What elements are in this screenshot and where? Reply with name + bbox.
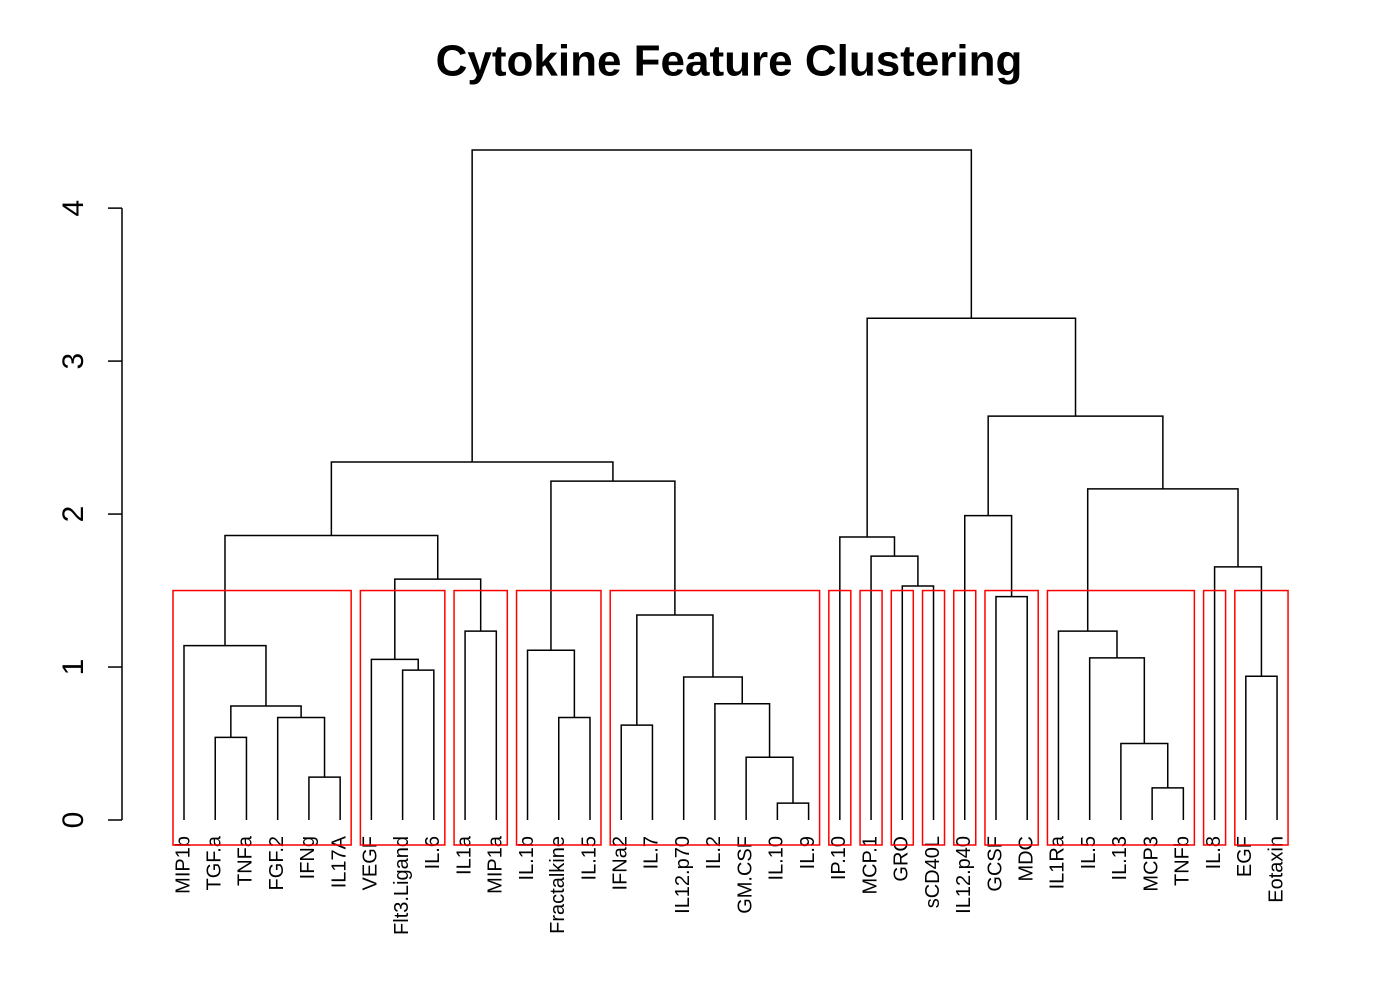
cluster-box xyxy=(890,589,915,846)
cluster-box xyxy=(515,589,602,846)
leaf-label: GRO xyxy=(891,836,913,882)
merge-link xyxy=(870,555,919,820)
merge-link xyxy=(745,756,794,820)
merge-link xyxy=(995,595,1028,820)
leaf-label: IL.5 xyxy=(1078,836,1100,869)
cluster-box xyxy=(984,589,1039,846)
merge-link xyxy=(866,317,1077,538)
leaf-label: Flt3.Ligand xyxy=(391,836,413,935)
merge-link xyxy=(1088,657,1146,820)
cluster-box xyxy=(1202,589,1227,846)
leaf-label: GM.CSF xyxy=(734,836,756,914)
merge-link xyxy=(230,705,302,738)
merge-link xyxy=(901,585,935,820)
merge-link xyxy=(1151,787,1185,820)
merge-link xyxy=(276,716,326,820)
merge-link xyxy=(1213,566,1263,820)
merge-link xyxy=(464,630,498,820)
leaf-label: IL.10 xyxy=(766,836,788,880)
leaf-label: IL.7 xyxy=(641,836,663,869)
leaf-label: MIP1a xyxy=(485,835,507,894)
leaf-label: IL.13 xyxy=(1109,836,1131,880)
leaf-label: EGF xyxy=(1234,836,1256,877)
cluster-box xyxy=(953,589,977,846)
leaf-label: FGF.2 xyxy=(266,836,288,890)
y-tick-label: 3 xyxy=(57,353,90,370)
merge-link xyxy=(964,514,1013,820)
cluster-box xyxy=(172,589,352,846)
leaf-label: IL1a xyxy=(453,835,475,875)
leaf-label: VEGF xyxy=(360,836,382,890)
y-tick-label: 2 xyxy=(57,506,90,523)
cluster-box xyxy=(453,589,509,846)
merge-link xyxy=(1057,630,1118,820)
leaf-label: sCD40L xyxy=(922,836,944,908)
merge-link xyxy=(682,676,743,820)
leaf-label: TNFb xyxy=(1172,836,1194,886)
y-tick-label: 1 xyxy=(57,659,90,676)
leaf-label: IFNa2 xyxy=(610,836,632,890)
leaf-label: IL17A xyxy=(328,835,350,888)
leaf-label: TNFa xyxy=(235,835,257,886)
leaf-label: IL1Ra xyxy=(1047,835,1069,889)
merge-link xyxy=(620,724,654,820)
leaf-label: MDC xyxy=(1015,836,1037,882)
merge-link xyxy=(1245,675,1278,820)
leaf-label: IL.8 xyxy=(1203,836,1225,869)
merge-link xyxy=(370,658,419,820)
y-tick-label: 4 xyxy=(57,200,90,217)
merge-link xyxy=(471,149,973,463)
y-tick-label: 0 xyxy=(57,812,90,829)
cluster-box xyxy=(609,589,821,846)
merge-link xyxy=(526,649,576,820)
cluster-box xyxy=(1234,589,1289,846)
leaf-label: IP.10 xyxy=(828,836,850,880)
cluster-box xyxy=(859,589,883,846)
leaf-label: MIP1b xyxy=(172,836,194,894)
merge-link xyxy=(308,776,341,820)
cluster-box xyxy=(828,589,852,846)
leaf-label: IL.6 xyxy=(422,836,444,869)
cluster-box xyxy=(921,589,946,846)
leaf-label: IL.9 xyxy=(797,836,819,869)
leaf-label: GCSF xyxy=(984,836,1006,892)
merge-link xyxy=(330,461,614,536)
merge-link xyxy=(401,669,435,820)
merge-link xyxy=(183,644,267,820)
merge-link xyxy=(1120,742,1169,820)
leaf-label: Fractalkine xyxy=(547,836,569,934)
merge-link xyxy=(1086,488,1239,632)
leaf-label: IFNg xyxy=(297,836,319,879)
leaf-label: IL.1b xyxy=(516,836,538,880)
merge-link xyxy=(776,802,810,820)
merge-link xyxy=(636,614,714,726)
leaf-label: MCP.1 xyxy=(859,836,881,895)
merge-link xyxy=(987,415,1164,516)
merge-link xyxy=(714,702,771,820)
chart-title: Cytokine Feature Clustering xyxy=(436,37,1023,86)
leaf-label: IL.2 xyxy=(703,836,725,869)
leaf-label: IL.15 xyxy=(578,836,600,880)
leaf-label: MCP3 xyxy=(1140,836,1162,892)
leaf-label: Eotaxin xyxy=(1265,836,1287,903)
leaf-label: IL12.p40 xyxy=(953,836,975,914)
leaf-label: TGF.a xyxy=(204,835,226,890)
merge-link xyxy=(550,480,676,651)
merge-link xyxy=(558,716,591,820)
merge-link xyxy=(214,736,248,820)
cluster-box xyxy=(1046,589,1196,846)
cluster-box xyxy=(359,589,446,846)
merge-link xyxy=(839,536,896,820)
leaf-label: IL12.p70 xyxy=(672,836,694,914)
